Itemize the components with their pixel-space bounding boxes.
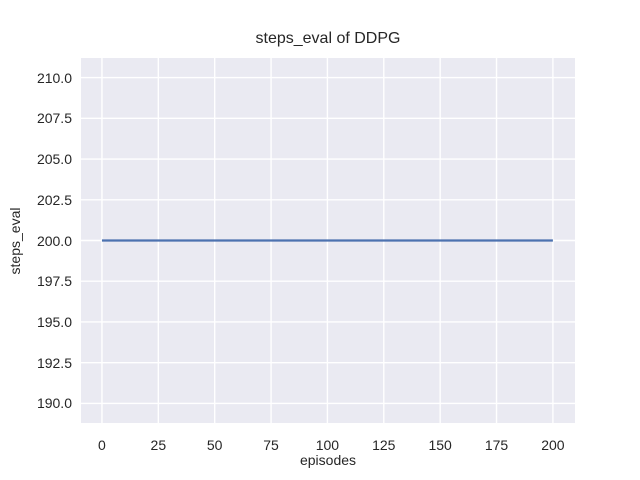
y-tick-label: 202.5 <box>36 191 72 208</box>
y-tick-label: 197.5 <box>36 273 72 290</box>
x-tick-label: 125 <box>372 437 396 453</box>
y-tick-label: 210.0 <box>36 69 72 86</box>
x-tick-label: 50 <box>206 437 223 453</box>
x-tick-label: 200 <box>541 437 565 453</box>
x-tick-label: 100 <box>315 437 340 453</box>
y-tick-label: 200.0 <box>36 232 72 249</box>
y-tick-label: 192.5 <box>36 354 72 371</box>
x-tick-label: 25 <box>150 437 167 453</box>
chart-title: steps_eval of DDPG <box>255 30 401 47</box>
y-tick-label: 205.0 <box>36 151 72 168</box>
chart-canvas <box>81 58 575 423</box>
x-tick-label: 0 <box>98 437 106 453</box>
y-tick-label: 195.0 <box>36 313 72 330</box>
x-tick-label: 175 <box>484 437 509 453</box>
plot-area <box>81 58 575 423</box>
y-tick-label: 207.5 <box>36 110 72 127</box>
x-tick-label: 150 <box>428 437 452 453</box>
x-tick-label: 75 <box>263 437 279 453</box>
x-axis-label: episodes <box>299 452 357 468</box>
y-tick-label: 190.0 <box>36 395 72 412</box>
